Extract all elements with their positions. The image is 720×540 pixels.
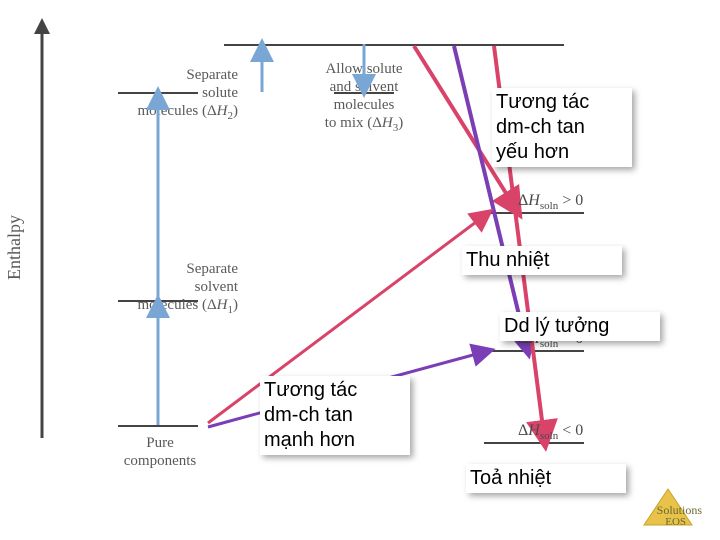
annot-exo: Toả nhiệt (466, 464, 626, 493)
annot-ideal-text: Dd lý tưởng (504, 315, 609, 337)
y-axis-arrow (30, 18, 54, 448)
annot-ideal: Dd lý tưởng (500, 312, 660, 341)
y-axis-label: Enthalpy (4, 215, 25, 280)
footer-text-eos: EOS (665, 516, 686, 528)
annot-exo-text: Toả nhiệt (470, 467, 551, 489)
annot-stronger: Tương tácdm-ch tanmạnh hơn (260, 376, 410, 455)
annot-endo-text: Thu nhiệt (466, 249, 549, 271)
dh-endo-label: ΔHsoln > 0 (518, 192, 583, 212)
dh-exo-label: ΔHsoln < 0 (518, 422, 583, 442)
annot-stronger-text: Tương tácdm-ch tanmạnh hơn (264, 379, 357, 451)
annot-weaker-text: Tương tácdm-ch tanyếu hơn (496, 91, 589, 163)
annot-weaker: Tương tácdm-ch tanyếu hơn (492, 88, 632, 167)
enthalpy-diagram: Enthalpy Purecomponents Separatesolventm… (0, 0, 720, 540)
annot-endo: Thu nhiệt (462, 246, 622, 275)
